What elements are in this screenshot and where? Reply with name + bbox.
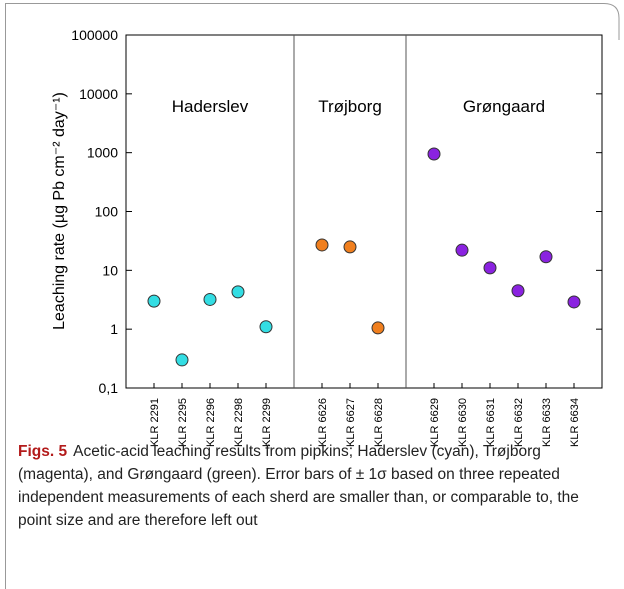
x-tick-label: KLR 6628	[373, 398, 385, 447]
caption: Figs. 5 Acetic-acid leaching results from…	[18, 440, 610, 532]
x-tick-label: KLR 6627	[345, 398, 357, 447]
x-tick-label: KLR 6633	[541, 398, 553, 447]
x-tick-label: KLR 6632	[513, 398, 525, 447]
x-tick-label: KLR 2299	[261, 398, 273, 447]
point	[259, 320, 273, 334]
x-tick-label: KLR 6630	[457, 398, 469, 447]
point	[483, 261, 497, 275]
point	[203, 292, 217, 306]
y-tick-label: 100000	[71, 27, 118, 43]
y-tick-label: 1	[110, 321, 118, 337]
point	[147, 294, 161, 308]
point	[371, 321, 385, 335]
point	[455, 243, 469, 257]
x-tick-label: KLR 6631	[485, 398, 497, 447]
x-tick-label: KLR 6629	[429, 398, 441, 447]
point	[315, 238, 329, 252]
point	[511, 284, 525, 298]
plot-frame	[125, 34, 603, 389]
point	[231, 285, 245, 299]
point	[343, 240, 357, 254]
y-tick-label: 10000	[79, 86, 118, 102]
x-tick-label: KLR 6626	[317, 398, 329, 447]
x-tick-label: KLR 2298	[233, 398, 245, 447]
group-label: Haderslev	[172, 97, 249, 116]
figure-frame	[5, 3, 620, 589]
x-tick-label: KLR 2291	[149, 398, 161, 447]
point	[175, 353, 189, 367]
point	[539, 250, 553, 264]
x-tick-label: KLR 2296	[205, 398, 217, 447]
caption-text: Acetic-acid leaching results from pipkin…	[18, 443, 579, 529]
y-tick-label: 10	[102, 262, 118, 278]
x-tick-label: KLR 2295	[177, 398, 189, 447]
group-label: Trøjborg	[318, 97, 382, 116]
group-label: Grøngaard	[463, 97, 545, 116]
x-tick-label: KLR 6634	[569, 398, 581, 447]
y-tick-label: 100	[95, 204, 119, 220]
y-tick-label: 1000	[87, 145, 118, 161]
caption-label: Figs. 5	[18, 443, 68, 460]
point	[427, 147, 441, 161]
y-tick-label: 0,1	[99, 380, 119, 396]
point	[567, 295, 581, 309]
y-axis-label: Leaching rate (µg Pb cm⁻² day⁻¹)	[51, 92, 68, 330]
